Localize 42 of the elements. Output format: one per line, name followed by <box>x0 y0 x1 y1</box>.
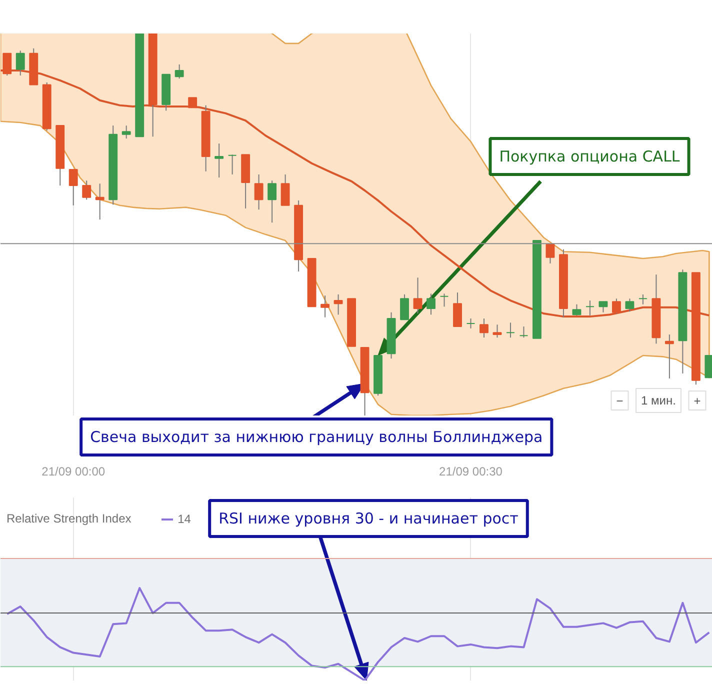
candlestick <box>585 300 594 316</box>
candlestick <box>95 183 104 220</box>
candlestick <box>426 293 436 316</box>
annotation: − <box>616 394 624 408</box>
candlestick <box>16 50 25 76</box>
text: RSI ниже уровня 30 - и начинает рост <box>218 510 519 528</box>
candlestick <box>440 293 449 308</box>
candlestick <box>598 301 608 313</box>
annotation: Покупка опциона CALL <box>499 148 680 166</box>
candlestick <box>519 326 528 338</box>
candlestick <box>572 304 582 316</box>
candlestick <box>413 277 422 314</box>
x-tick-label: 21/09 00:00 <box>42 464 106 478</box>
candlestick <box>268 180 277 224</box>
candlestick <box>453 292 462 327</box>
candlestick <box>334 294 343 316</box>
candlestick <box>506 322 515 338</box>
candlestick <box>625 298 634 312</box>
candlestick <box>400 294 409 320</box>
annotation: 1 мин. <box>641 394 676 408</box>
legend-label: 14 <box>178 512 192 526</box>
candlestick <box>82 180 92 200</box>
candlestick <box>480 318 488 338</box>
candlestick <box>174 64 184 80</box>
candlestick <box>612 298 621 314</box>
candlestick <box>280 174 290 206</box>
candlestick <box>546 244 555 264</box>
candlestick <box>664 334 674 379</box>
candlestick <box>68 168 78 206</box>
candlestick <box>188 97 198 108</box>
annotation: + <box>694 394 701 408</box>
annotation: Свеча выходит за нижнюю границу волны Боллинджера <box>90 428 543 446</box>
candlestick <box>214 143 224 178</box>
candlestick <box>122 125 131 140</box>
candlestick <box>320 295 330 318</box>
x-tick-label: 21/09 00:30 <box>439 464 503 478</box>
candlestick <box>254 174 264 210</box>
candlestick <box>466 318 476 329</box>
candlestick <box>638 294 648 305</box>
chart-title: Relative Strength Index <box>6 512 132 526</box>
candlestick <box>492 324 502 338</box>
candlestick <box>228 154 237 175</box>
